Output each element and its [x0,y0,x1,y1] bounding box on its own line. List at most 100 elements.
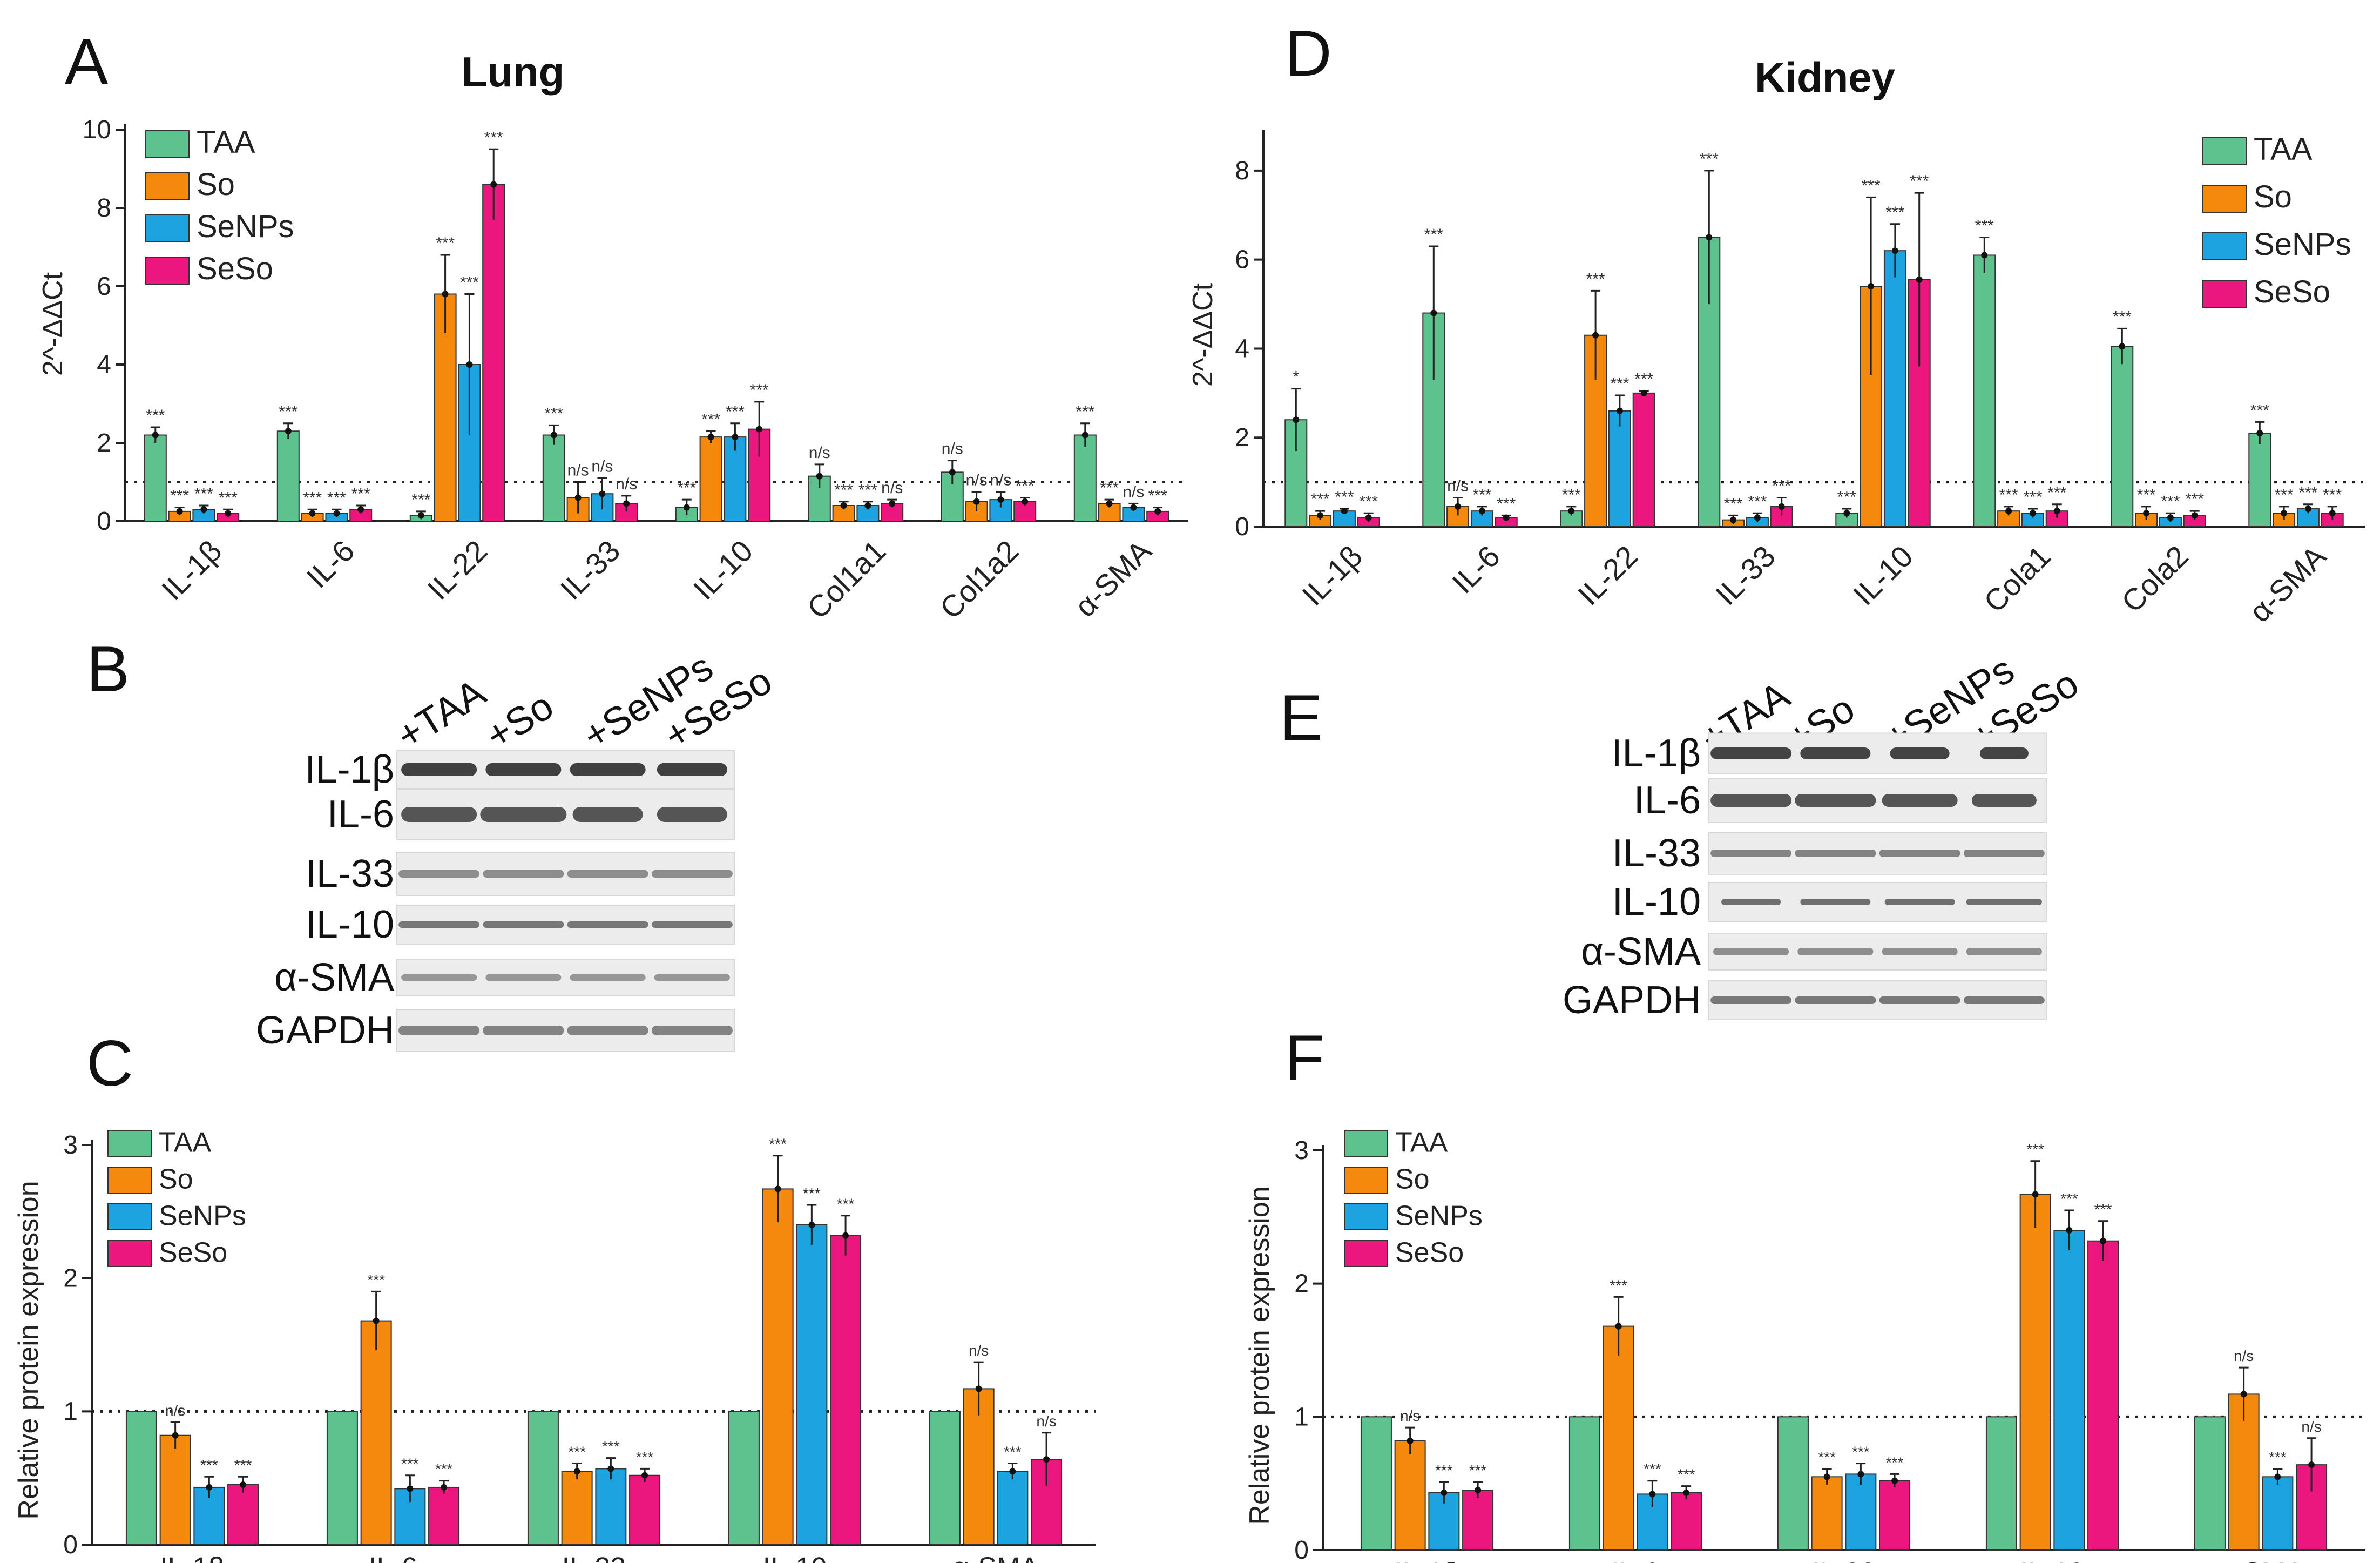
mean-point [1441,1489,1448,1496]
significance-label: *** [1724,495,1743,513]
mean-point [1640,389,1647,396]
bar-seso-il-33 [629,1474,661,1546]
legend-swatch-so [107,1167,152,1194]
significance-label: *** [1852,1444,1870,1460]
legend-swatch-senps [2202,232,2247,260]
blot-band-sma [1797,948,1874,955]
bar-taa-sma [1073,434,1097,522]
significance-label: *** [435,1461,453,1478]
bar-senps-sma [2262,1476,2294,1551]
significance-label: *** [2047,484,2066,502]
blot-band-il-33 [1963,850,2045,857]
significance-label: *** [351,485,370,503]
bar-seso-il-1 [1462,1490,1494,1551]
legend-label-senps: SeNPs [1395,1200,1483,1231]
bar-taa-il-10 [1985,1416,2017,1551]
panel-letter-b: B [86,633,130,705]
blot-band-gapdh [1795,996,1876,1004]
bar-so-il-1 [1394,1440,1426,1551]
bar-seso-il-6 [1671,1492,1702,1551]
blot-band-il-33 [567,870,648,878]
mean-point [357,506,364,513]
mean-point [373,1317,380,1324]
blot-band-il-10 [1800,899,1871,905]
mean-point [1317,512,1324,519]
legend-swatch-seso [2202,280,2247,308]
mean-point [1365,514,1372,521]
mean-point [1823,1473,1830,1480]
mean-point [1009,1468,1016,1475]
significance-label: *** [2269,1449,2287,1466]
significance-label: *** [568,1444,586,1460]
mean-point [1891,1477,1898,1484]
mean-point [152,432,159,439]
bar-taa-il-1 [144,434,167,522]
significance-label: *** [2250,401,2269,419]
chart-kidney-protein: 0 1 2 3 Relative protein expression n/s *** ***… [1244,1127,2365,1563]
mean-point [1568,508,1575,515]
significance-label: *** [411,491,430,509]
significance-label: *** [2113,308,2132,326]
y-tick-label: 8 [97,194,111,223]
significance-label: *** [2023,488,2042,506]
bar-taa-sma [929,1411,961,1545]
mean-point [309,510,316,517]
significance-label: *** [1469,1462,1487,1479]
x-tick-label: IL-1β [155,534,228,607]
mean-point [1683,1489,1690,1496]
panel-letter-a: A [65,25,108,98]
significance-label: n/s [1400,1407,1420,1424]
legend-swatch-taa [145,130,190,158]
significance-label: *** [602,1438,620,1455]
blot-row-label-il-1: IL-1β [305,748,394,791]
blot-row-label-il-33: IL-33 [306,852,394,895]
x-tick-label: IL-6 [1611,1558,1660,1563]
bar-senps-il-33 [595,1468,627,1545]
significance-label: *** [1748,493,1767,510]
blot-band-il-1 [1979,747,2029,759]
y-tick-label: 0 [1294,1536,1309,1563]
mean-point [1455,503,1462,510]
significance-label: *** [194,485,213,503]
mean-point [417,512,424,519]
bar-seso-il-33 [1879,1480,1911,1551]
mean-point [333,510,340,517]
significance-label: *** [1610,375,1629,393]
significance-label: n/s [881,479,903,497]
significance-label: *** [234,1457,252,1473]
blot-row-label-il-6: IL-6 [327,793,394,836]
x-tick-label: IL-33 [1709,539,1782,612]
blot-band-il-1 [1710,747,1792,759]
significance-label: *** [1910,172,1929,190]
legend-label-senps: SeNPs [159,1200,246,1231]
blot-band-il-10 [1884,899,1955,905]
mean-point [599,490,606,497]
blot-row-label-il-1: IL-1β [1612,732,1701,775]
bar-so-il-10 [2019,1194,2051,1551]
bar-senps-sma [997,1471,1029,1545]
mean-point [1503,514,1510,521]
mean-point [842,1232,849,1239]
mean-point [1706,234,1713,241]
mean-point [200,506,207,513]
significance-label: *** [1472,486,1491,504]
y-tick-label: 8 [1235,157,1249,185]
significance-label: *** [200,1457,218,1473]
legend-label-seso: SeSo [2254,274,2330,309]
blot-band-gapdh [483,1026,564,1035]
y-tick-label: 0 [1235,513,1249,541]
legend-label-taa: TAA [159,1127,212,1158]
significance-label: *** [1076,403,1094,421]
significance-label: *** [2275,486,2294,504]
blot-band-il-1 [485,763,562,776]
y-axis-label: 2^-ΔΔCt [1187,282,1219,387]
x-tick-label: IL-33 [1812,1558,1876,1563]
significance-label: *** [1004,1444,1022,1460]
mean-point [2281,510,2288,517]
mean-point [2029,510,2036,517]
mean-point [2119,343,2126,350]
significance-label: *** [2185,490,2204,508]
mean-point [1130,504,1137,511]
